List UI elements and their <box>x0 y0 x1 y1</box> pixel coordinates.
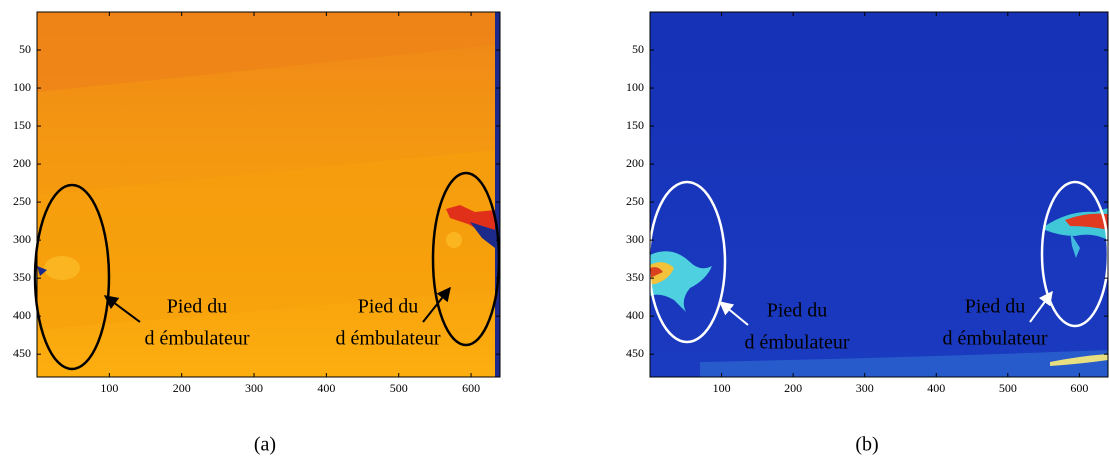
y-tick-label: 250 <box>626 194 644 208</box>
annotation: Pied du <box>965 296 1026 318</box>
axes: 100 200 300 400 500 600 50 100 150 200 250 300 350 40… <box>13 11 1109 456</box>
caption: (a) <box>254 434 276 456</box>
y-tick-label: 300 <box>626 232 644 246</box>
annotation: Pied du <box>167 296 228 318</box>
image-b <box>650 12 1108 377</box>
y-tick-label: 350 <box>13 270 31 284</box>
y-tick-label: 450 <box>626 346 644 360</box>
annotation: Pied du <box>767 300 828 322</box>
x-tick-label: 100 <box>100 381 118 395</box>
y-tick-label: 150 <box>626 118 644 132</box>
y-tick-label: 400 <box>626 308 644 322</box>
x-tick-label: 400 <box>317 381 335 395</box>
y-tick-label: 100 <box>13 80 31 94</box>
x-tick-label: 600 <box>1070 381 1088 395</box>
x-tick-label: 200 <box>173 381 191 395</box>
x-tick-label: 300 <box>856 381 874 395</box>
y-tick-label: 350 <box>626 270 644 284</box>
x-tick-label: 100 <box>713 381 731 395</box>
axes-frame <box>649 11 1109 378</box>
y-tick-label: 250 <box>13 194 31 208</box>
axes-frame <box>36 11 501 378</box>
annotation: Pied du <box>358 296 419 318</box>
annotation: d émbulateur <box>943 328 1048 350</box>
x-tick-label: 400 <box>927 381 945 395</box>
x-tick-label: 200 <box>784 381 802 395</box>
y-tick-label: 300 <box>13 232 31 246</box>
y-tick-label: 200 <box>626 156 644 170</box>
y-tick-label: 450 <box>13 346 31 360</box>
y-tick-label: 200 <box>13 156 31 170</box>
x-tick-label: 600 <box>462 381 480 395</box>
x-tick-label: 500 <box>390 381 408 395</box>
caption: (b) <box>855 434 878 456</box>
y-tick-label: 100 <box>626 80 644 94</box>
image-a <box>37 12 500 377</box>
annotation: d émbulateur <box>745 332 850 354</box>
x-tick-label: 300 <box>245 381 263 395</box>
y-tick-label: 50 <box>632 42 644 56</box>
y-tick-label: 400 <box>13 308 31 322</box>
annotation: d émbulateur <box>336 328 441 350</box>
annotation: d émbulateur <box>145 328 250 350</box>
x-tick-label: 500 <box>999 381 1017 395</box>
annotations-shapes <box>33 171 1109 371</box>
y-tick-label: 150 <box>13 118 31 132</box>
y-tick-label: 50 <box>19 42 31 56</box>
